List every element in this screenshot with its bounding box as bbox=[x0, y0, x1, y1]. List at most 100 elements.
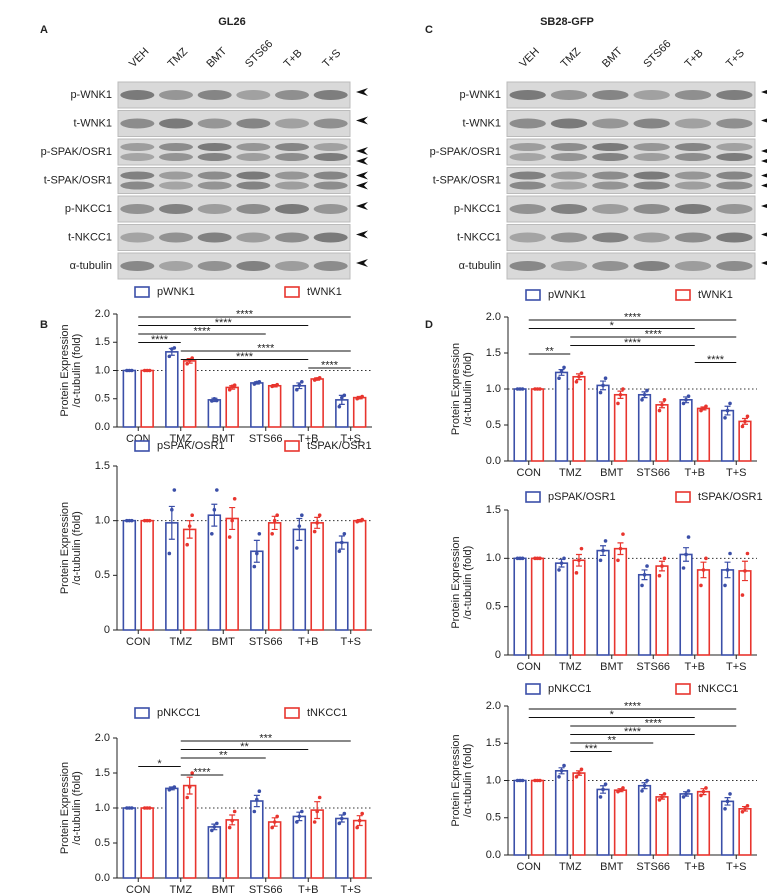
row-label: p-WNK1 bbox=[459, 89, 501, 101]
data-point bbox=[172, 488, 177, 492]
y-tick-label: 2.0 bbox=[486, 311, 501, 323]
bar bbox=[530, 557, 545, 656]
significance-label: **** bbox=[624, 337, 642, 349]
data-point bbox=[355, 825, 359, 830]
blot-band bbox=[633, 204, 670, 214]
legend-swatch bbox=[675, 683, 691, 695]
data-point bbox=[601, 383, 605, 388]
blot-band bbox=[592, 181, 629, 190]
y-axis-label: /α-tubulin (fold) bbox=[71, 334, 83, 408]
bar bbox=[530, 779, 545, 856]
legend-swatch bbox=[675, 491, 691, 503]
blot-band bbox=[509, 90, 546, 100]
data-point bbox=[645, 564, 649, 568]
bar bbox=[250, 382, 264, 428]
band-arrow bbox=[761, 90, 767, 94]
x-tick-label: T+B bbox=[685, 861, 705, 873]
data-point bbox=[686, 789, 691, 793]
data-point bbox=[533, 556, 537, 561]
y-axis-label: Protein Expression bbox=[59, 762, 71, 854]
bar bbox=[122, 369, 137, 428]
lane-label: TMZ bbox=[166, 46, 191, 71]
x-tick-label: TMZ bbox=[559, 661, 582, 673]
blot-band bbox=[236, 153, 271, 161]
data-point bbox=[598, 390, 603, 395]
x-tick-label: TMZ bbox=[559, 467, 582, 479]
data-point bbox=[557, 568, 561, 572]
x-tick-label: STS66 bbox=[249, 636, 283, 648]
data-point bbox=[272, 518, 277, 523]
legend-swatch bbox=[134, 440, 150, 452]
legend-label: pNKCC1 bbox=[548, 683, 591, 695]
blot-band bbox=[236, 204, 271, 214]
y-axis-label: Protein Expression bbox=[450, 734, 462, 826]
data-point bbox=[538, 387, 542, 391]
blot-band bbox=[197, 181, 232, 190]
data-point bbox=[257, 380, 262, 384]
data-point bbox=[297, 814, 302, 819]
bar bbox=[182, 784, 197, 879]
x-tick-label: BMT bbox=[600, 467, 624, 479]
significance-label: **** bbox=[645, 717, 663, 729]
blot-band bbox=[158, 118, 194, 129]
band-arrow bbox=[761, 183, 767, 188]
data-point bbox=[210, 399, 214, 403]
legend-swatch bbox=[525, 683, 541, 695]
significance-label: ** bbox=[545, 345, 554, 357]
blot-band bbox=[550, 204, 588, 214]
data-point bbox=[147, 518, 152, 523]
data-point bbox=[701, 789, 706, 794]
data-point bbox=[185, 795, 189, 800]
data-point bbox=[312, 820, 317, 824]
significance-label: **** bbox=[707, 354, 725, 366]
data-point bbox=[662, 792, 667, 796]
legend-swatch bbox=[525, 289, 541, 301]
data-point bbox=[618, 788, 623, 792]
bar bbox=[738, 808, 752, 856]
blot-band bbox=[236, 181, 271, 190]
data-point bbox=[515, 387, 520, 391]
row-label: t-SPAK/OSR1 bbox=[44, 174, 112, 186]
band-arrow bbox=[356, 259, 368, 267]
data-point bbox=[574, 571, 579, 575]
data-point bbox=[740, 593, 745, 597]
bar bbox=[335, 817, 349, 879]
data-point bbox=[618, 546, 623, 551]
lane-label: VEH bbox=[127, 46, 152, 71]
blot-band bbox=[158, 181, 194, 190]
blot-title: GL26 bbox=[218, 16, 246, 28]
data-point bbox=[125, 368, 129, 373]
x-tick-label: TMZ bbox=[169, 884, 192, 896]
data-point bbox=[130, 518, 134, 523]
row-label: p-WNK1 bbox=[70, 89, 112, 101]
row-label: p-SPAK/OSR1 bbox=[430, 146, 501, 158]
data-point bbox=[559, 369, 564, 373]
significance-label: **** bbox=[624, 726, 642, 738]
blot-band bbox=[236, 118, 271, 129]
y-tick-label: 1.5 bbox=[486, 504, 501, 516]
row-label: p-SPAK/OSR1 bbox=[41, 146, 112, 158]
blot-band bbox=[197, 171, 232, 180]
data-point bbox=[230, 518, 234, 523]
row-label: t-NKCC1 bbox=[457, 231, 501, 243]
data-point bbox=[230, 818, 234, 823]
blot-band bbox=[592, 204, 629, 214]
data-point bbox=[515, 778, 520, 783]
blot-band bbox=[509, 181, 546, 190]
data-point bbox=[317, 795, 322, 800]
legend-swatch bbox=[284, 286, 300, 298]
data-point bbox=[660, 403, 664, 407]
band-arrow bbox=[761, 173, 767, 178]
blot-band bbox=[313, 90, 348, 100]
blot-band bbox=[550, 181, 588, 190]
significance-label: * bbox=[157, 758, 162, 770]
data-point bbox=[728, 401, 732, 406]
significance-label: ** bbox=[607, 734, 616, 746]
significance-label: **** bbox=[645, 328, 663, 340]
blot-band bbox=[716, 204, 753, 214]
significance-label: **** bbox=[257, 342, 275, 354]
x-tick-label: CON bbox=[517, 861, 542, 873]
data-point bbox=[723, 583, 727, 588]
data-point bbox=[681, 566, 686, 570]
blot-band bbox=[197, 261, 232, 271]
